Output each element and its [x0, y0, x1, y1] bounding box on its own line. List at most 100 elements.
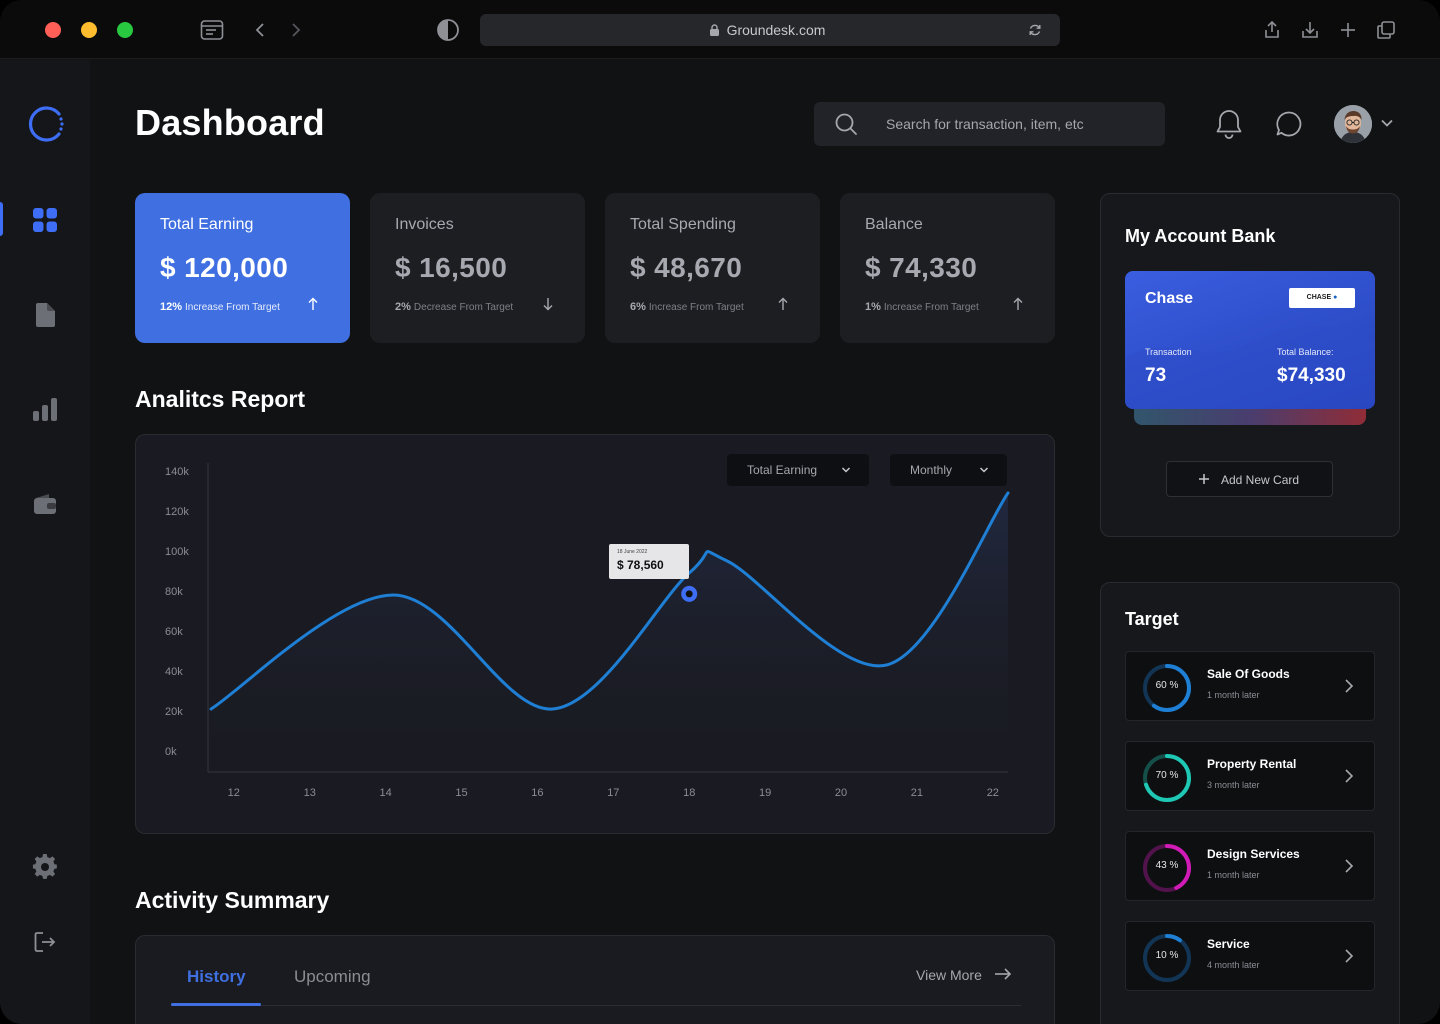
minimize-window-button[interactable]: [81, 22, 97, 38]
y-tick-label: 80k: [165, 586, 183, 598]
progress-ring: [1143, 934, 1191, 982]
stat-value: $ 120,000: [160, 252, 289, 283]
metric-select-value: Total Earning: [747, 463, 818, 477]
bank-name: Chase: [1145, 290, 1194, 307]
add-new-card-button[interactable]: Add New Card: [1166, 461, 1333, 497]
url-text: Groundesk.com: [726, 22, 826, 38]
stat-label: Total Spending: [630, 216, 736, 233]
period-select[interactable]: Monthly: [890, 454, 1007, 486]
transaction-value: 73: [1145, 365, 1167, 386]
y-tick-label: 40k: [165, 666, 183, 678]
target-due: 1 month later: [1207, 690, 1260, 700]
card-pattern: [1125, 326, 1375, 409]
stat-pct: 1%: [865, 301, 881, 313]
sidebar-item-logout[interactable]: [0, 922, 90, 962]
sidebar-item-documents[interactable]: [0, 295, 90, 335]
back-icon[interactable]: [248, 17, 274, 43]
tab-overview-icon[interactable]: [1373, 17, 1399, 43]
target-item[interactable]: 43 % Design Services 1 month later: [1125, 831, 1375, 901]
account-bank-panel: My Account Bank Chase CHASE ● Transactio…: [1100, 193, 1400, 537]
metric-select[interactable]: Total Earning: [727, 454, 869, 486]
target-item[interactable]: 10 % Service 4 month later: [1125, 921, 1375, 991]
sidebar-item-dashboard[interactable]: [0, 200, 90, 240]
search-bar[interactable]: [814, 102, 1165, 146]
tab-upcoming[interactable]: Upcoming: [294, 967, 371, 986]
stat-value: $ 16,500: [395, 252, 508, 283]
download-icon[interactable]: [1297, 17, 1323, 43]
sidebar-item-analytics[interactable]: [0, 389, 90, 429]
stat-note-text: Increase From Target: [883, 302, 979, 313]
browser-toolbar: Groundesk.com: [0, 0, 1440, 59]
progress-ring: [1143, 754, 1191, 802]
stat-card-total-spending[interactable]: Total Spending $ 48,670 6% Increase From …: [605, 193, 820, 343]
stat-card-invoices[interactable]: Invoices $ 16,500 2% Decrease From Target: [370, 193, 585, 343]
notifications-button[interactable]: [1213, 108, 1245, 140]
series-area: [211, 493, 1008, 771]
logout-icon: [34, 932, 56, 952]
x-tick-label: 21: [911, 787, 923, 799]
progress-ring-fill: [1143, 664, 1191, 712]
reload-icon[interactable]: [1028, 23, 1042, 37]
arrow-up-icon: [778, 297, 788, 310]
sidebar-item-wallet[interactable]: [0, 484, 90, 524]
share-icon[interactable]: [1259, 17, 1285, 43]
chevron-down-icon[interactable]: [1380, 116, 1394, 130]
x-tick-label: 15: [455, 787, 467, 799]
period-select-value: Monthly: [910, 463, 953, 477]
bell-icon: [1216, 110, 1242, 139]
stat-note: 1% Increase From Target: [865, 301, 979, 313]
target-name: Service: [1207, 937, 1250, 951]
chevron-right-icon: [1345, 949, 1354, 963]
stat-label: Invoices: [395, 216, 454, 233]
close-window-button[interactable]: [45, 22, 61, 38]
target-item[interactable]: 70 % Property Rental 3 month later: [1125, 741, 1375, 811]
target-name: Sale Of Goods: [1207, 667, 1290, 681]
series-line: [209, 491, 1010, 711]
target-name: Design Services: [1207, 847, 1300, 861]
contrast-icon[interactable]: [435, 17, 461, 43]
tooltip-date: 18 June 2022: [617, 549, 648, 555]
chevron-down-icon: [979, 467, 989, 473]
x-tick-label: 22: [987, 787, 999, 799]
bank-card[interactable]: Chase CHASE ● Transaction 73 Total Balan…: [1125, 271, 1375, 409]
new-tab-icon[interactable]: [1335, 17, 1361, 43]
messages-button[interactable]: [1273, 108, 1305, 140]
progress-ring-fill: [1143, 754, 1191, 802]
chat-icon: [1276, 111, 1302, 137]
chevron-right-icon: [1345, 859, 1354, 873]
y-tick-label: 60k: [165, 626, 183, 638]
target-due: 1 month later: [1207, 870, 1260, 880]
stat-note-text: Increase From Target: [185, 302, 280, 313]
stat-note: 12% Increase From Target: [160, 301, 280, 313]
sidebar-item-settings[interactable]: [0, 847, 90, 887]
x-tick-label: 12: [228, 787, 240, 799]
stat-card-balance[interactable]: Balance $ 74,330 1% Increase From Target: [840, 193, 1055, 343]
page-title: Dashboard: [135, 102, 325, 143]
stat-note: 2% Decrease From Target: [395, 301, 513, 313]
app-logo-icon[interactable]: [27, 105, 65, 143]
search-input[interactable]: [886, 102, 1156, 146]
target-percent: 43 %: [1155, 860, 1179, 871]
bar-chart-icon: [33, 398, 57, 421]
maximize-window-button[interactable]: [117, 22, 133, 38]
x-tick-label: 13: [304, 787, 316, 799]
y-tick-label: 0k: [165, 746, 177, 758]
tab-history[interactable]: History: [187, 967, 246, 986]
sidebar-toggle-icon[interactable]: [199, 17, 225, 43]
forward-icon[interactable]: [282, 17, 308, 43]
address-bar[interactable]: Groundesk.com: [480, 14, 1060, 46]
target-name: Property Rental: [1207, 757, 1297, 771]
avatar[interactable]: [1334, 105, 1372, 143]
chevron-right-icon: [1345, 769, 1354, 783]
progress-ring-fill: [1143, 844, 1191, 892]
target-item[interactable]: 60 % Sale Of Goods 1 month later: [1125, 651, 1375, 721]
target-panel-title: Target: [1125, 609, 1179, 629]
view-more-link[interactable]: View More: [916, 967, 982, 983]
progress-ring-fill: [1143, 934, 1191, 982]
stat-card-total-earning[interactable]: Total Earning $ 120,000 12% Increase From…: [135, 193, 350, 343]
target-percent: 70 %: [1155, 770, 1179, 781]
chevron-right-icon: [1345, 679, 1354, 693]
stat-label: Balance: [865, 216, 923, 233]
arrow-right-icon[interactable]: [994, 966, 1012, 982]
